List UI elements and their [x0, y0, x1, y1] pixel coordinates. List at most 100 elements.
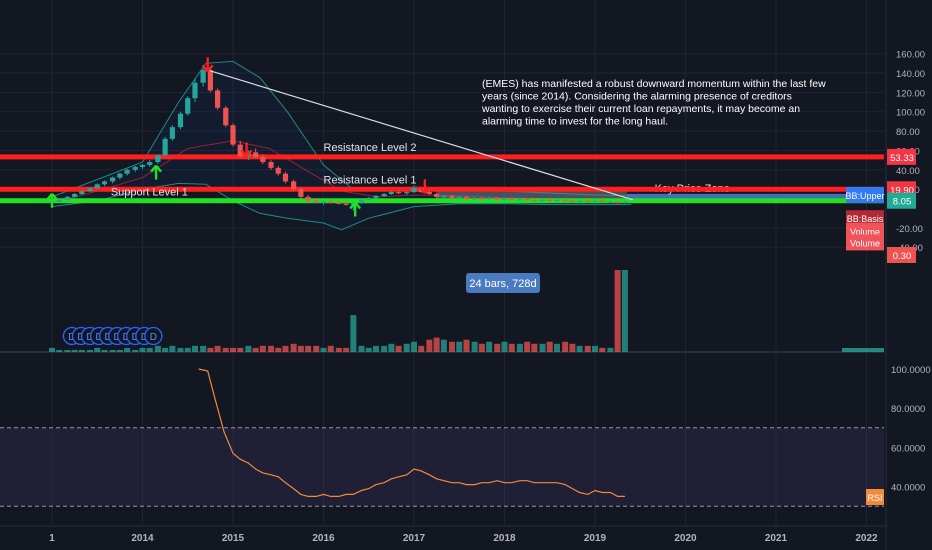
- candle-body: [260, 157, 266, 163]
- candle: [494, 196, 500, 201]
- price-badge-box[interactable]: [887, 192, 916, 209]
- volume-bar: [191, 345, 198, 352]
- candle-body: [215, 90, 221, 108]
- candle: [388, 191, 394, 195]
- volume-bar: [449, 341, 456, 352]
- volume-bar: [433, 337, 440, 352]
- volume-bar: [56, 349, 63, 352]
- candle-body: [449, 195, 455, 198]
- time-tick-label: 2014: [131, 533, 154, 544]
- price-badge-box[interactable]: [887, 148, 916, 165]
- volume-bar: [230, 347, 236, 352]
- candle: [155, 154, 161, 164]
- volume-bar: [553, 343, 560, 352]
- candle-body: [162, 138, 168, 156]
- candle-body: [72, 194, 78, 197]
- candle-body: [117, 173, 123, 178]
- candle-body: [441, 195, 447, 198]
- candle-body: [607, 201, 613, 203]
- candle: [291, 179, 297, 192]
- rsi-tag-box[interactable]: [866, 489, 884, 505]
- candle: [343, 201, 349, 206]
- candle: [56, 198, 62, 203]
- volume-bar: [494, 343, 501, 352]
- time-tick-label: 2016: [312, 533, 335, 544]
- volume-bar: [350, 315, 357, 352]
- volume-bar: [599, 347, 606, 352]
- volume-bar: [49, 347, 55, 352]
- indicator-tag-label: BB:Upper: [845, 191, 884, 201]
- volume-bar: [154, 345, 161, 352]
- dividend-marker-label: D: [68, 332, 75, 343]
- rsi-tick-label: 100.0000: [891, 365, 931, 376]
- price-badge-label: 8.05: [893, 197, 912, 208]
- candle: [215, 88, 221, 110]
- candle-body: [463, 196, 470, 199]
- dividend-marker-label: D: [77, 332, 84, 343]
- candle: [64, 195, 70, 201]
- volume-bar: [94, 347, 101, 352]
- candle-body: [472, 197, 478, 200]
- measure-label-box[interactable]: [466, 273, 540, 293]
- candle-body: [517, 198, 523, 201]
- candle-body: [479, 197, 485, 200]
- time-tick-label: 2017: [403, 533, 426, 544]
- dividend-marker-label: D: [95, 332, 102, 343]
- volume-bar: [109, 349, 116, 352]
- candle-body: [237, 144, 243, 157]
- zone-box[interactable]: [436, 190, 627, 201]
- candle-body: [501, 198, 508, 201]
- candle: [426, 190, 432, 195]
- price-axis-panel[interactable]: [886, 0, 932, 550]
- price-levels[interactable]: Resistance Level 2 Resistance Level 1 Supp…: [0, 142, 884, 204]
- price-badge-box[interactable]: [887, 246, 916, 263]
- volume-bar: [87, 349, 94, 352]
- candle-body: [56, 199, 62, 202]
- candle: [456, 195, 462, 200]
- volume-bar: [78, 349, 85, 352]
- rsi-pane[interactable]: [0, 368, 884, 507]
- volume-bar: [245, 345, 252, 352]
- measure-label[interactable]: 24 bars, 728d: [466, 273, 540, 293]
- indicator-tag-box[interactable]: [846, 234, 884, 251]
- candle-body: [64, 196, 70, 200]
- volume-bar: [365, 347, 372, 352]
- candle: [434, 193, 440, 198]
- bb-fill: [52, 61, 632, 230]
- price-badge-label: 19.90: [890, 185, 914, 196]
- candle: [607, 200, 613, 203]
- volume-bar: [546, 341, 553, 352]
- volume-bar: [569, 343, 576, 352]
- candle-body: [381, 194, 387, 196]
- candle: [185, 96, 191, 116]
- candle-body: [230, 125, 236, 145]
- annotation-paragraph[interactable]: (EMES) has manifested a robust downward …: [481, 78, 826, 128]
- volume-bar: [524, 341, 531, 352]
- candle: [268, 160, 274, 170]
- candle-body: [155, 155, 161, 163]
- time-tick-label: 2015: [222, 533, 245, 544]
- candle: [253, 148, 259, 159]
- volume-bar: [282, 345, 289, 352]
- trendline[interactable]: [207, 69, 634, 201]
- price-tick-label: 160.00: [896, 50, 925, 61]
- volume-bar: [456, 341, 463, 352]
- indicator-tag-box[interactable]: [846, 210, 884, 227]
- time-tick-label: 2018: [493, 533, 516, 544]
- candle: [79, 190, 85, 195]
- candle-body: [615, 201, 621, 203]
- indicator-tag-box[interactable]: [846, 186, 884, 203]
- volume-bar: [275, 347, 282, 352]
- dividend-marker-icon[interactable]: [144, 326, 163, 346]
- volume-bar: [64, 349, 71, 352]
- volume-bar: [290, 343, 297, 352]
- volume-bar: [478, 343, 485, 352]
- candle-body: [139, 164, 146, 167]
- trendline-line[interactable]: [207, 69, 634, 201]
- price-tick-label: 80.00: [896, 127, 920, 138]
- dividend-marker-label: D: [132, 332, 139, 343]
- annotation-text[interactable]: (EMES) has manifested a robust downward …: [481, 78, 826, 128]
